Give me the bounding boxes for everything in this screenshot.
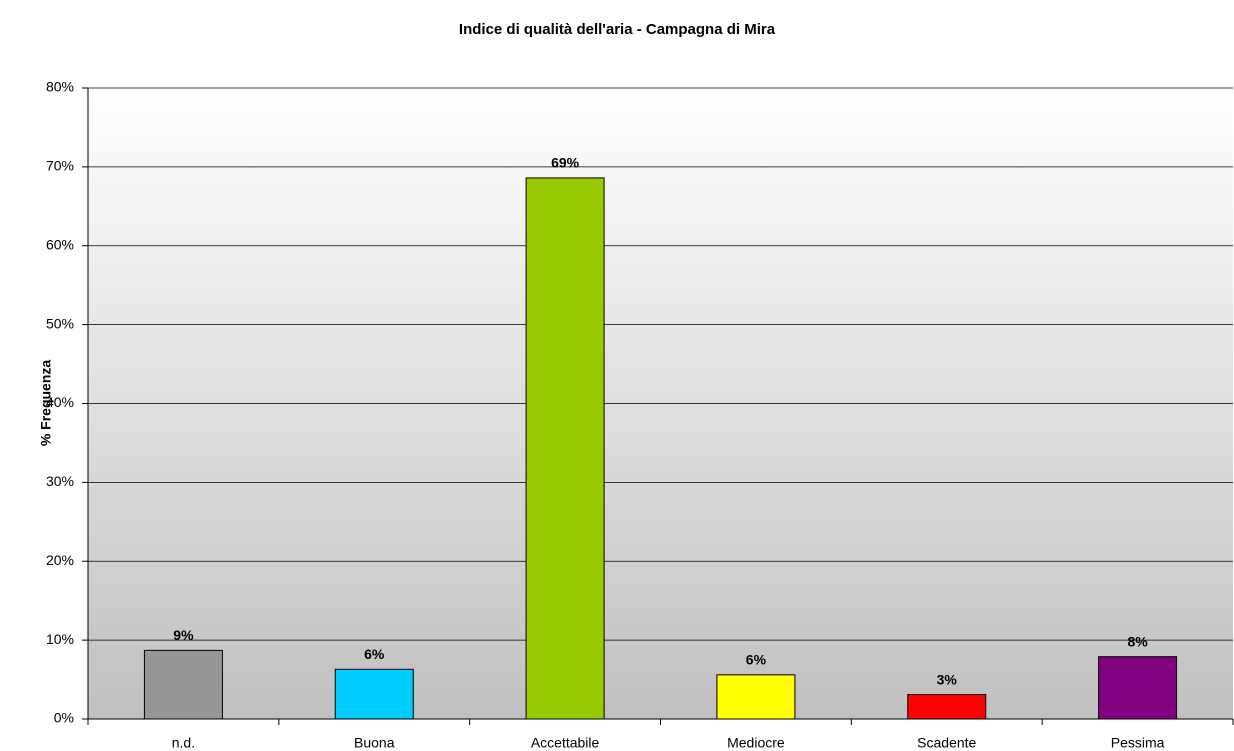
- y-tick-label: 30%: [46, 473, 74, 489]
- y-tick-label: 60%: [46, 236, 74, 252]
- y-tick-label: 70%: [46, 158, 74, 174]
- value-label: 6%: [746, 652, 767, 668]
- x-tick-label: n.d.: [172, 735, 195, 751]
- x-tick-label: Pessima: [1111, 735, 1165, 751]
- value-label: 3%: [937, 671, 958, 687]
- y-tick-label: 20%: [46, 552, 74, 568]
- bar: [1098, 656, 1178, 720]
- y-tick-label: 10%: [46, 631, 74, 647]
- bar: [143, 649, 223, 720]
- x-tick-label: Accettabile: [531, 735, 600, 751]
- y-tick-label: 0%: [54, 710, 74, 726]
- y-tick-label: 50%: [46, 315, 74, 331]
- bar: [907, 694, 987, 720]
- x-tick-label: Scadente: [917, 735, 976, 751]
- y-tick-label: 40%: [46, 394, 74, 410]
- x-tick-label: Mediocre: [727, 735, 785, 751]
- value-label: 8%: [1127, 633, 1148, 649]
- x-tick-label: Buona: [354, 735, 395, 751]
- value-label: 9%: [173, 627, 194, 643]
- chart-title: Indice di qualità dell'aria - Campagna d…: [459, 21, 776, 38]
- y-axis-label: % Frequenza: [38, 360, 54, 447]
- bar: [525, 177, 605, 720]
- bar: [716, 674, 796, 720]
- y-tick-label: 80%: [46, 79, 74, 95]
- bar: [334, 668, 414, 720]
- value-label: 6%: [364, 646, 385, 662]
- value-label: 69%: [551, 155, 580, 171]
